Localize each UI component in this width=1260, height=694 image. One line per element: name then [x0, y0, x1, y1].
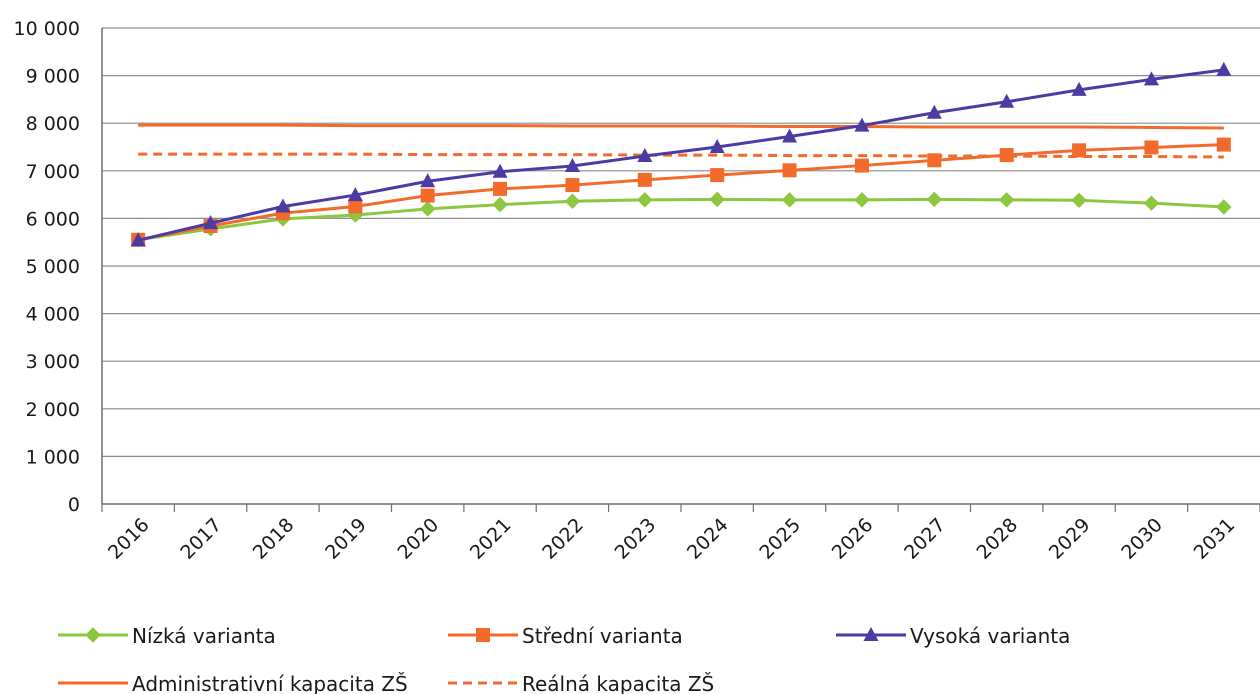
data-point — [709, 191, 725, 208]
x-tick-label: 2020 — [393, 514, 443, 564]
y-tick-label: 9 000 — [26, 66, 80, 88]
legend-item-realna-kapacita-zs: Reálná kapacita ZŠ — [448, 672, 714, 694]
data-point — [420, 173, 436, 188]
series-realna-kapacita-zs — [138, 152, 1224, 159]
data-point — [564, 158, 580, 173]
y-tick-label: 2 000 — [26, 399, 80, 421]
legend-label: Reálná kapacita ZŠ — [522, 672, 714, 694]
y-tick-labels: 0 1 000 2 000 3 000 4 000 5 000 6 000 7 000 8 00… — [14, 18, 80, 516]
legend-item-stredni-varianta: Střední varianta — [448, 624, 683, 648]
x-tick-label: 2023 — [611, 514, 661, 564]
y-tick-label: 3 000 — [26, 351, 80, 373]
data-point — [999, 93, 1015, 108]
x-tick-label: 2030 — [1117, 514, 1167, 564]
data-point — [203, 215, 219, 230]
x-tick-label: 2017 — [176, 514, 226, 564]
x-tick-label: 2021 — [466, 514, 516, 564]
data-point — [1144, 140, 1159, 155]
data-point — [998, 192, 1015, 208]
data-point — [492, 196, 508, 213]
legend: Nízká varianta Střední varianta Vysoká var… — [58, 624, 1070, 694]
legend-marker — [476, 628, 490, 642]
legend-item-administrativni-kapacita-zs: Administrativní kapacita ZŠ — [58, 672, 408, 694]
series-nizka-varianta — [130, 191, 1232, 248]
data-point — [926, 104, 942, 119]
y-tick-label: 10 000 — [14, 18, 80, 40]
data-point — [927, 153, 942, 168]
series-lines — [130, 61, 1232, 248]
x-tick-label: 2028 — [972, 514, 1022, 564]
data-point — [130, 232, 146, 247]
data-point — [637, 148, 653, 163]
series-line — [137, 68, 1225, 242]
data-point — [1216, 61, 1232, 76]
data-point — [492, 163, 508, 178]
y-tick-label: 8 000 — [26, 113, 80, 135]
data-point — [782, 128, 798, 143]
series-line — [138, 152, 1224, 159]
data-point — [1216, 137, 1231, 152]
data-point — [782, 163, 797, 178]
data-point — [854, 158, 869, 173]
data-point — [493, 181, 508, 196]
legend-marker — [863, 627, 879, 641]
data-point — [1216, 199, 1232, 215]
data-point — [347, 187, 363, 202]
data-point — [710, 168, 725, 183]
series-line — [137, 197, 1224, 242]
data-point — [637, 192, 653, 208]
data-point — [1071, 81, 1087, 96]
y-tick-label: 6 000 — [26, 208, 80, 230]
x-tick-label: 2022 — [538, 514, 588, 564]
series-line — [138, 123, 1224, 130]
legend-label: Administrativní kapacita ZŠ — [132, 672, 408, 694]
y-tick-label: 4 000 — [26, 304, 80, 326]
x-tick-label: 2016 — [104, 514, 154, 564]
data-point — [1071, 192, 1087, 209]
data-point — [854, 192, 870, 208]
data-point — [348, 199, 363, 214]
y-tick-label: 7 000 — [26, 161, 80, 183]
data-point — [854, 117, 870, 132]
data-point — [565, 178, 580, 193]
data-point — [1143, 195, 1160, 211]
x-tick-label: 2025 — [755, 514, 805, 564]
legend-item-nizka-varianta: Nízká varianta — [58, 624, 276, 648]
x-tick-label: 2029 — [1045, 514, 1095, 564]
y-tick-label: 5 000 — [26, 256, 80, 278]
x-tick-label: 2024 — [683, 514, 733, 564]
x-tick-label: 2026 — [828, 514, 878, 564]
legend-marker — [85, 627, 101, 643]
series-administrativni-kapacita-zs — [138, 123, 1224, 130]
x-tick-label: 2019 — [321, 514, 371, 564]
x-tick-label: 2027 — [900, 514, 950, 564]
x-tick-label: 2031 — [1190, 514, 1240, 564]
legend-label: Vysoká varianta — [910, 624, 1070, 648]
y-tick-label: 1 000 — [26, 446, 80, 468]
data-point — [781, 192, 798, 208]
data-point — [564, 193, 581, 209]
axes — [101, 28, 1260, 512]
grid-lines — [102, 27, 1260, 457]
data-point — [926, 191, 943, 208]
x-tick-label: 2018 — [249, 514, 299, 564]
data-point — [1143, 71, 1159, 86]
legend-label: Nízká varianta — [132, 624, 276, 648]
data-point — [275, 198, 291, 213]
legend-item-vysoka-varianta: Vysoká varianta — [836, 624, 1070, 648]
data-point — [999, 148, 1014, 163]
series-vysoka-varianta — [130, 61, 1232, 247]
y-tick-label: 0 — [68, 494, 80, 516]
data-point — [1072, 143, 1087, 158]
data-point — [420, 188, 435, 203]
legend-label: Střední varianta — [522, 624, 683, 648]
data-point — [637, 172, 652, 187]
x-tick-labels: 2016 2017 2018 2019 2020 2021 2022 2023 2024 2025… — [104, 514, 1239, 564]
data-point — [419, 201, 436, 217]
data-point — [709, 139, 725, 153]
series-line — [137, 143, 1224, 242]
